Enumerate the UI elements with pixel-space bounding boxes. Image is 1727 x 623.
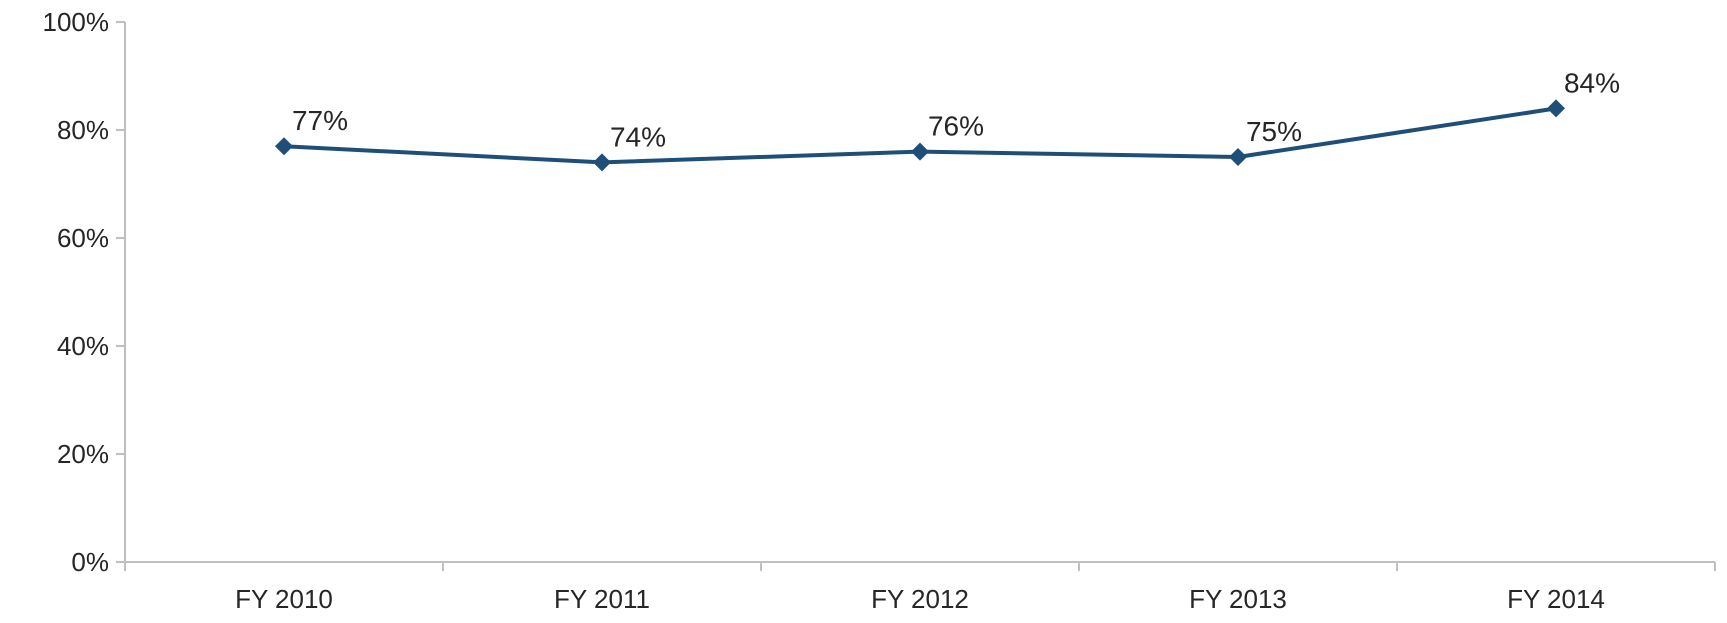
y-tick-label: 80% — [57, 115, 109, 145]
data-label: 75% — [1246, 116, 1302, 147]
y-tick-label: 20% — [57, 439, 109, 469]
x-tick-label: FY 2011 — [554, 584, 650, 614]
y-tick-label: 60% — [57, 223, 109, 253]
data-label: 77% — [292, 105, 348, 136]
data-label: 74% — [610, 121, 666, 152]
series-layer — [275, 99, 1565, 172]
data-point-marker — [911, 142, 929, 161]
x-tick-label: FY 2013 — [1189, 584, 1287, 614]
data-point-marker — [593, 153, 611, 172]
y-tick-label: 0% — [71, 547, 109, 577]
labels-layer: 77% 74% 76% 75% 84% — [292, 67, 1620, 152]
data-point-marker — [1229, 148, 1247, 166]
data-label: 84% — [1564, 67, 1620, 98]
data-point-marker — [1547, 99, 1565, 118]
y-tick-label: 40% — [57, 331, 109, 361]
data-label: 76% — [928, 111, 984, 142]
y-tick-label: 100% — [43, 7, 110, 37]
x-tick-label: FY 2010 — [235, 584, 333, 614]
data-point-marker — [275, 137, 293, 156]
axes: 0% 20% 40% 60% 80% 100% FY 2010 FY 2011 FY 2012 F… — [43, 7, 1716, 614]
x-tick-label: FY 2012 — [871, 584, 969, 614]
x-tick-label: FY 2014 — [1507, 584, 1605, 614]
